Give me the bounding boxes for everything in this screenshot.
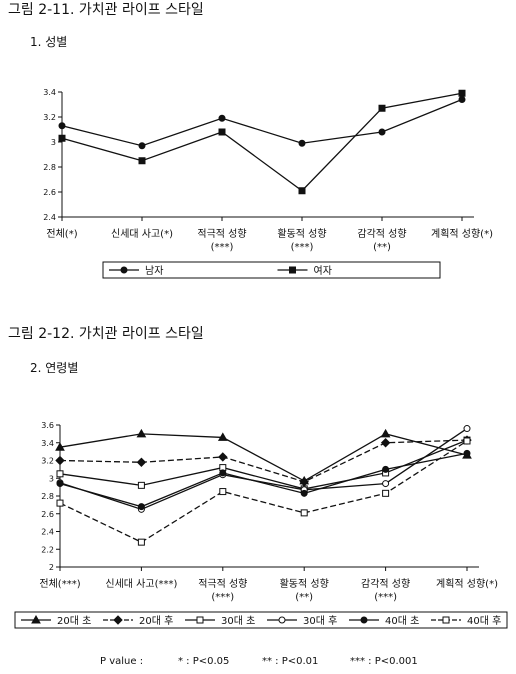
x-tick-label: 감각적 성향 (**) [357,228,406,253]
marker [56,480,64,488]
series-line [59,428,468,511]
legend-label: 20대 초 [57,615,91,627]
y-tick-label: 2 [49,563,54,572]
marker [382,489,390,497]
series-line [61,92,463,192]
marker [380,428,391,438]
y-tick-label: 3.2 [43,113,56,122]
x-tick-label: 활동적 성향 (***) [277,227,326,253]
legend-label: 30대 후 [303,615,337,627]
marker [58,122,66,130]
x-tick-label: 신세대 사고(***) [105,578,177,590]
y-tick-label: 3 [49,474,54,483]
legend-box [102,261,441,279]
marker [218,114,226,122]
x-tick-label: 전체(*) [46,228,77,240]
legend-label: 40대 후 [467,615,501,627]
marker [31,614,41,624]
marker [278,616,286,624]
legend-label: 여자 [314,265,332,277]
y-tick-label: 2.6 [41,510,54,519]
marker [218,452,228,462]
x-tick-label: 적극적 성향 (***) [197,228,246,253]
marker [56,470,64,478]
marker [463,437,471,445]
x-tick-label: 계획적 성향(*) [436,578,498,590]
x-tick-label: 감각적 성향 (***) [361,578,410,603]
marker [137,538,145,546]
series-line [59,440,468,543]
x-tick-label: 활동적 성향 (**) [280,577,329,603]
marker [217,432,228,441]
marker [298,187,306,195]
marker [56,499,64,507]
marker [360,616,368,624]
marker [378,128,386,136]
marker [138,142,146,150]
y-tick-label: 3 [51,138,56,147]
marker [300,489,308,497]
y-tick-label: 2.8 [41,492,54,501]
series-line [59,439,468,490]
series-line [61,98,463,147]
marker [219,488,227,496]
footnote-item: *** : P<0.001 [350,656,418,667]
y-tick-label: 3.2 [41,457,54,466]
marker [113,615,123,625]
marker [218,128,226,136]
marker [289,266,296,274]
legend-box [14,611,508,629]
footnote-item: * : P<0.05 [178,656,229,667]
marker [300,509,308,517]
x-tick-label: 신세대 사고(*) [111,228,173,240]
marker [458,96,466,103]
marker [136,457,147,467]
footnote-label: P value : [100,656,143,667]
marker [58,134,66,142]
y-tick-label: 3.6 [41,421,54,430]
figure-subtitle: 1. 성별 [30,35,67,49]
marker [382,465,390,473]
marker [138,157,146,165]
marker [55,442,65,451]
x-tick-label: 전체(***) [39,578,80,590]
marker [442,616,450,624]
y-tick-label: 2.6 [43,188,56,197]
marker [382,480,390,488]
legend-label: 남자 [145,265,163,277]
marker [137,503,145,511]
figure-title: 그림 2-12. 가치관 라이프 스타일 [8,326,204,342]
marker [136,428,147,438]
y-tick-label: 3.4 [43,88,56,97]
marker [463,449,471,457]
marker [298,139,306,147]
x-tick-label: 적극적 성향 (***) [198,578,247,603]
legend-label: 30대 초 [221,615,255,627]
x-tick-label: 계획적 성향(*) [431,228,493,240]
y-tick-label: 3.4 [41,439,54,448]
marker [55,455,65,466]
figure-subtitle: 2. 연령별 [30,361,78,375]
y-tick-label: 2.4 [43,213,56,222]
series-line [59,433,468,482]
legend-label: 40대 초 [385,615,419,627]
legend-label: 20대 후 [139,615,173,627]
series-line [59,439,468,483]
series-line [59,452,468,508]
y-tick-label: 2.8 [43,163,56,172]
marker [378,104,386,112]
marker [137,481,145,489]
marker [219,469,227,477]
marker [380,438,391,448]
marker [196,616,204,624]
footnote-item: ** : P<0.01 [262,656,318,667]
marker [463,425,471,433]
marker [458,89,466,97]
figure-title: 그림 2-11. 가치관 라이프 스타일 [8,2,204,18]
y-tick-label: 2.2 [41,545,54,554]
y-tick-label: 2.4 [41,528,54,537]
marker [120,266,128,274]
